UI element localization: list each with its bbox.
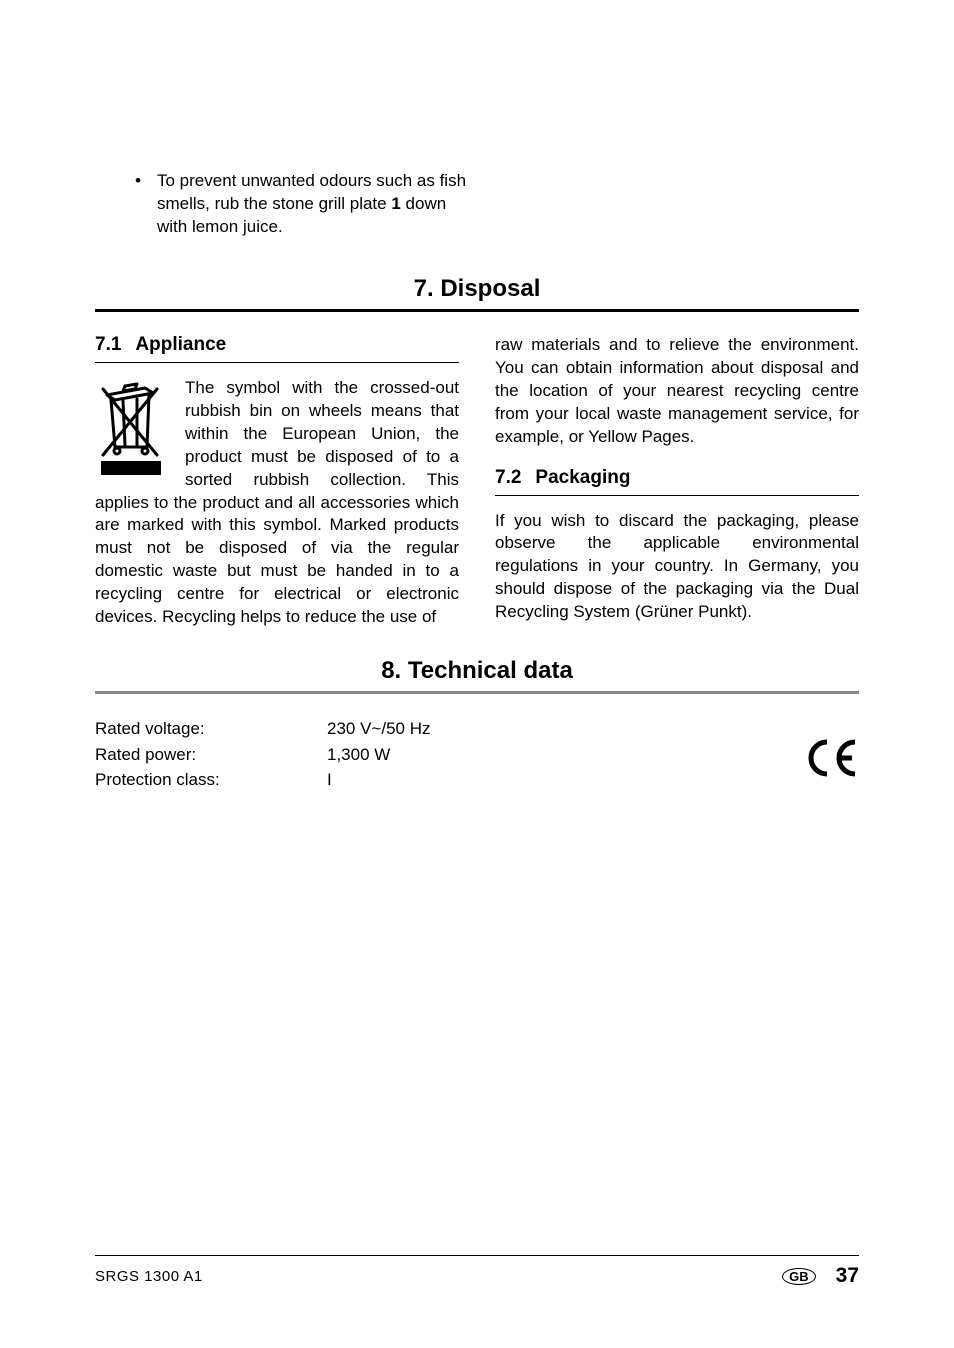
tech-values-col: 230 V~/50 Hz 1,300 W I: [327, 716, 431, 793]
tip-block: • To prevent unwanted odours such as fis…: [135, 170, 859, 239]
voltage-value: 230 V~/50 Hz: [327, 716, 431, 742]
packaging-paragraph: If you wish to discard the packaging, pl…: [495, 510, 859, 625]
power-value: 1,300 W: [327, 742, 431, 768]
section-8-rule: [95, 691, 859, 694]
right-top-paragraph: raw materials and to relieve the environ…: [495, 334, 859, 449]
tip-bold-ref: 1: [391, 194, 400, 213]
section-7-columns: 7.1 Appliance: [95, 334, 859, 629]
footer-right: GB 37: [782, 1264, 859, 1288]
weee-bin-icon: [95, 381, 173, 479]
bullet-marker: •: [135, 170, 157, 239]
tip-row: • To prevent unwanted odours such as fis…: [135, 170, 859, 239]
class-label: Protection class:: [95, 767, 327, 793]
page-footer: SRGS 1300 A1 GB 37: [95, 1255, 859, 1288]
lang-badge: GB: [782, 1268, 816, 1285]
section-7-heading-wrap: 7. Disposal: [95, 275, 859, 312]
tip-text: To prevent unwanted odours such as fish …: [157, 170, 467, 239]
subheading-label-7-1: Appliance: [135, 334, 226, 355]
appliance-paragraph: The symbol with the crossed-out rubbish …: [95, 377, 459, 629]
subheading-num-7-1: 7.1: [95, 334, 121, 355]
tech-labels-col: Rated voltage: Rated power: Protection c…: [95, 716, 327, 793]
footer-model: SRGS 1300 A1: [95, 1268, 203, 1285]
section-8-heading-wrap: 8. Technical data: [95, 657, 859, 694]
section-7-right-col: raw materials and to relieve the environ…: [495, 334, 859, 624]
subheading-7-2: 7.2 Packaging: [495, 467, 859, 496]
subheading-num-7-2: 7.2: [495, 467, 521, 488]
section-7-title: 7. Disposal: [95, 275, 859, 309]
power-label: Rated power:: [95, 742, 327, 768]
voltage-label: Rated voltage:: [95, 716, 327, 742]
technical-data-table: Rated voltage: Rated power: Protection c…: [95, 716, 859, 793]
page-number: 37: [836, 1264, 859, 1288]
section-7-left-col: 7.1 Appliance: [95, 334, 459, 629]
subheading-7-1: 7.1 Appliance: [95, 334, 459, 363]
page: • To prevent unwanted odours such as fis…: [0, 0, 954, 1348]
class-value: I: [327, 767, 431, 793]
section-7-rule: [95, 309, 859, 312]
section-8-title: 8. Technical data: [95, 657, 859, 691]
ce-mark-icon: [803, 738, 859, 793]
subheading-label-7-2: Packaging: [535, 467, 630, 488]
